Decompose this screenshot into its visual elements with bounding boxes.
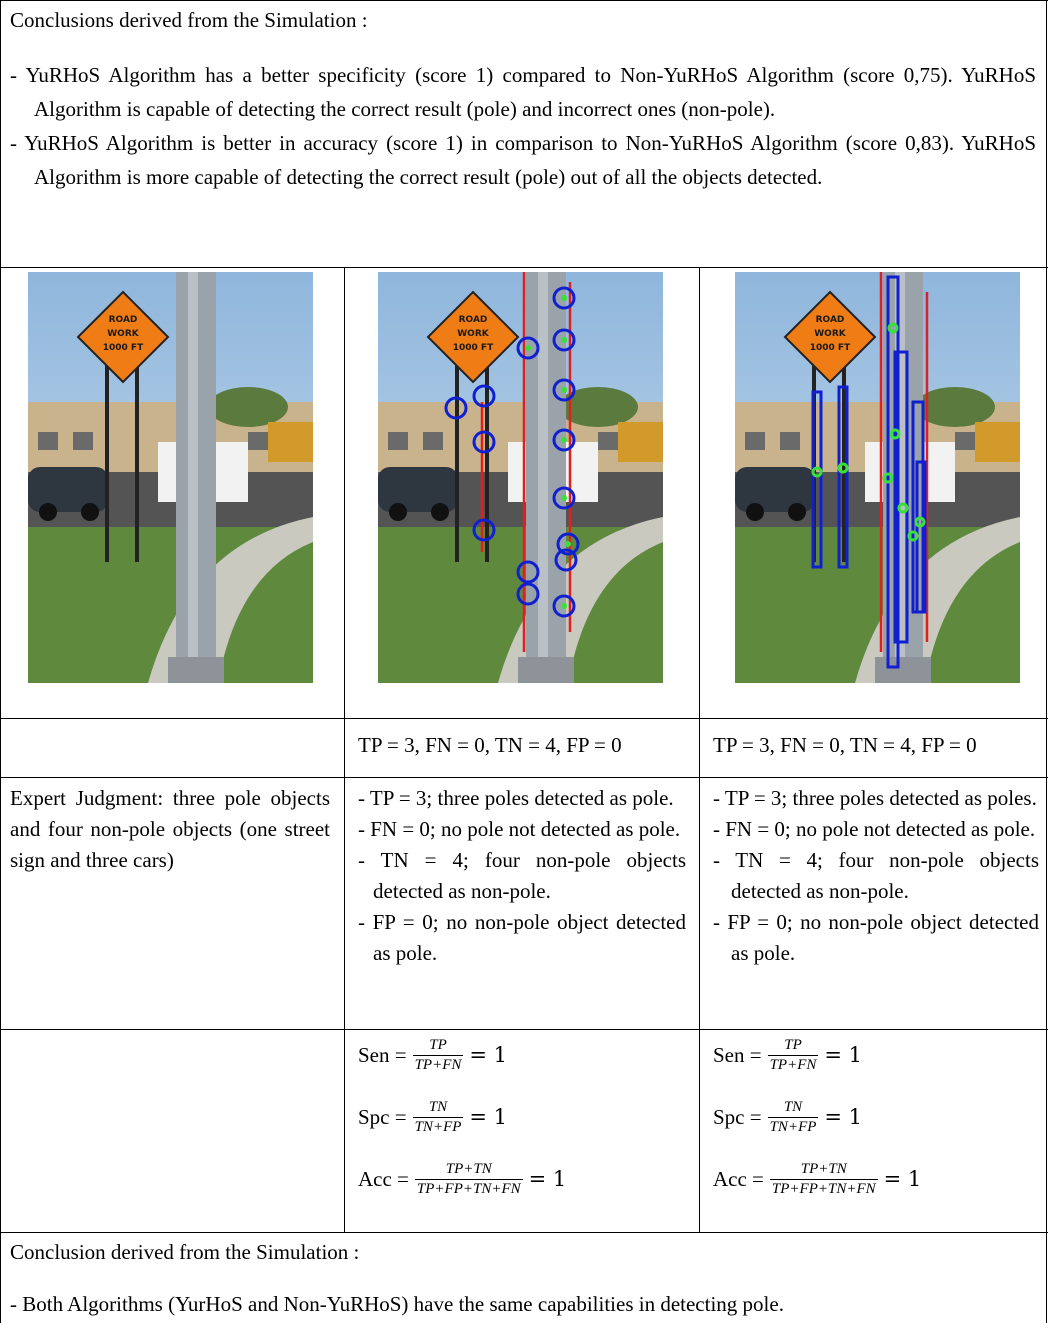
- conclusion-bullets: - Both Algorithms (YurHoS and Non-YuRHoS…: [10, 1292, 1036, 1317]
- bullet: - Both Algorithms (YurHoS and Non-YuRHoS…: [10, 1292, 784, 1316]
- analysis-item: - TN = 4; four non-pole objects detected…: [713, 848, 1039, 903]
- rule: [0, 777, 1048, 778]
- numerator: TN: [783, 1098, 803, 1115]
- intro-bullets: - YuRHoS Algorithm has a better specific…: [10, 58, 1036, 194]
- sign-text: ROAD: [459, 315, 488, 325]
- rule: [0, 267, 1048, 268]
- image-yurhos: ROAD WORK 1000 FT: [734, 271, 1021, 684]
- rule: [344, 267, 345, 1232]
- analysis: - TP = 3; three poles detected as pole. …: [358, 783, 686, 969]
- bullet: - YuRHoS Algorithm is better in accuracy…: [10, 131, 1036, 189]
- denominator: TP+FP+TN+FN: [769, 1178, 878, 1197]
- rule: [0, 718, 1048, 719]
- sign-text: ROAD: [816, 315, 845, 325]
- formula: Acc = TP+TN TP+FP+TN+FN = 1: [713, 1148, 921, 1210]
- sign-text: 1000 FT: [810, 343, 851, 353]
- denominator: TN+FP: [767, 1116, 819, 1135]
- rule: [0, 0, 1048, 1]
- formula: Acc = TP+TN TP+FP+TN+FN = 1: [358, 1148, 566, 1210]
- formulas: Sen = TP TP+FN = 1 Spc = TN TN+FP = 1 Acc = TP+TN…: [713, 1024, 921, 1210]
- image-non-yurhos: ROAD WORK 1000 FT: [377, 271, 664, 684]
- formula-label: Sen =: [358, 1042, 407, 1067]
- fraction: TP TP+FN: [412, 1036, 464, 1074]
- fraction: TN TN+FP: [412, 1098, 464, 1136]
- analysis-item: - TP = 3; three poles detected as pole.: [358, 786, 674, 810]
- fraction: TP+TN TP+FP+TN+FN: [414, 1160, 523, 1198]
- denominator: TP+FN: [412, 1054, 464, 1073]
- analysis-item: - FP = 0; no non-pole object detected as…: [713, 910, 1039, 965]
- formula-label: Acc =: [358, 1166, 409, 1191]
- rule: [0, 1232, 1048, 1233]
- image-original: ROAD WORK 1000 FT: [27, 271, 314, 684]
- rule: [0, 1029, 1048, 1030]
- numerator: TP: [429, 1036, 447, 1053]
- sign-text: WORK: [457, 329, 490, 339]
- rule: [0, 0, 1, 1323]
- counts: TP = 3, FN = 0, TN = 4, FP = 0: [358, 733, 622, 757]
- formula-result: = 1: [469, 1105, 508, 1129]
- sign-text: ROAD: [109, 315, 138, 325]
- formula-label: Spc =: [358, 1104, 407, 1129]
- fraction: TP+TN TP+FP+TN+FN: [769, 1160, 878, 1198]
- formulas: Sen = TP TP+FN = 1 Spc = TN TN+FP = 1 Acc = TP+TN…: [358, 1024, 566, 1210]
- images: ROAD WORK 1000 FT ROAD WORK 1000 FT ROAD…: [27, 271, 1021, 684]
- formula-label: Spc =: [713, 1104, 762, 1129]
- analysis-item: - FN = 0; no pole not detected as pole.: [358, 817, 681, 841]
- analysis-item: - FP = 0; no non-pole object detected as…: [358, 910, 686, 965]
- formula: Spc = TN TN+FP = 1: [713, 1086, 921, 1148]
- fraction: TP TP+FN: [767, 1036, 819, 1074]
- numerator: TN: [428, 1098, 448, 1115]
- fraction: TN TN+FP: [767, 1098, 819, 1136]
- formula-result: = 1: [824, 1105, 863, 1129]
- denominator: TP+FP+TN+FN: [414, 1178, 523, 1197]
- formula-result: = 1: [528, 1167, 567, 1191]
- analysis-item: - TN = 4; four non-pole objects detected…: [358, 848, 686, 903]
- formula: Sen = TP TP+FN = 1: [358, 1024, 566, 1086]
- rule: [699, 267, 700, 1232]
- formula-result: = 1: [824, 1043, 863, 1067]
- heading: Conclusions derived from the Simulation …: [10, 8, 368, 32]
- formula-label: Acc =: [713, 1166, 764, 1191]
- denominator: TP+FN: [767, 1054, 819, 1073]
- analysis-item: - TP = 3; three poles detected as poles.: [713, 786, 1037, 810]
- formula-result: = 1: [469, 1043, 508, 1067]
- formula: Spc = TN TN+FP = 1: [358, 1086, 566, 1148]
- denominator: TN+FP: [412, 1116, 464, 1135]
- expert-judgment: Expert Judgment: three pole objects and …: [10, 786, 330, 872]
- numerator: TP+TN: [800, 1160, 847, 1177]
- analysis-item: - FN = 0; no pole not detected as pole.: [713, 817, 1036, 841]
- numerator: TP: [784, 1036, 802, 1053]
- sign-text: WORK: [107, 329, 140, 339]
- numerator: TP+TN: [445, 1160, 492, 1177]
- bullet: - YuRHoS Algorithm has a better specific…: [10, 63, 1036, 121]
- heading: Conclusion derived from the Simulation :: [10, 1240, 360, 1264]
- sign-text: 1000 FT: [103, 343, 144, 353]
- sign-text: 1000 FT: [453, 343, 494, 353]
- counts: TP = 3, FN = 0, TN = 4, FP = 0: [713, 733, 977, 757]
- analysis: - TP = 3; three poles detected as poles.…: [713, 783, 1039, 969]
- formula: Sen = TP TP+FN = 1: [713, 1024, 921, 1086]
- formula-label: Sen =: [713, 1042, 762, 1067]
- formula-result: = 1: [883, 1167, 922, 1191]
- rule: [1046, 0, 1047, 1323]
- sign-text: WORK: [814, 329, 847, 339]
